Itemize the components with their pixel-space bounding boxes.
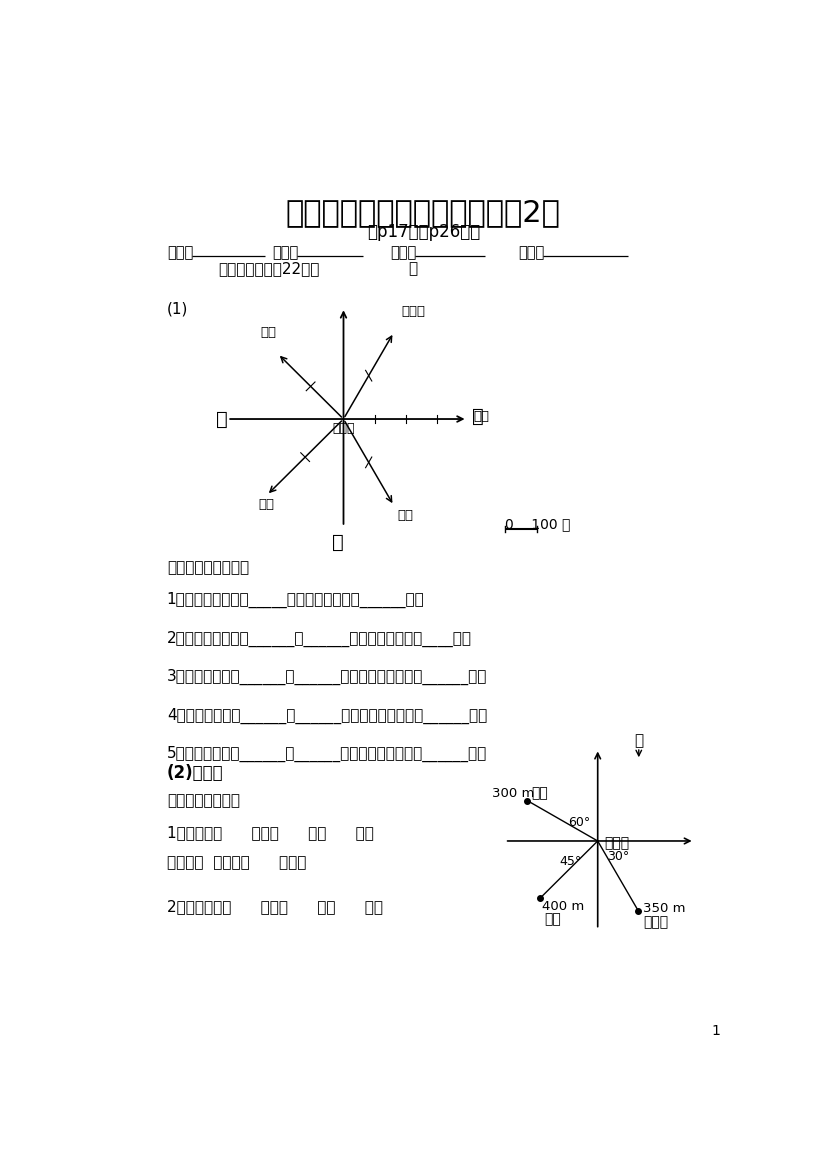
Text: 3、书店在小红家______偏______的方向上，距小红家______米。: 3、书店在小红家______偏______的方向上，距小红家______米。 — [167, 670, 487, 685]
Text: 2、动物园在（      ）偏（      ）（      ）的: 2、动物园在（ ）偏（ ）（ ）的 — [167, 899, 382, 914]
Text: 以明明家为观测点: 以明明家为观测点 — [167, 794, 240, 808]
Text: 45°: 45° — [559, 855, 582, 867]
Text: 游泳馆: 游泳馆 — [401, 305, 425, 318]
Text: 明明家: 明明家 — [604, 836, 629, 850]
Text: (2)填一填: (2)填一填 — [167, 765, 223, 782]
Text: 300 m: 300 m — [492, 787, 534, 800]
Text: (1): (1) — [167, 302, 188, 317]
Text: 四年级（下册）单元测试题（2）: 四年级（下册）单元测试题（2） — [286, 198, 561, 227]
Text: 邮局: 邮局 — [259, 498, 275, 511]
Text: 1: 1 — [711, 1024, 720, 1038]
Text: 方向上，  距离是（      ）米。: 方向上， 距离是（ ）米。 — [167, 855, 306, 870]
Text: 成绩：: 成绩： — [518, 245, 544, 260]
Text: 书店: 书店 — [260, 326, 277, 339]
Text: 西: 西 — [216, 409, 227, 429]
Text: 400 m: 400 m — [542, 900, 584, 913]
Text: （p17页－p26页）: （p17页－p26页） — [367, 223, 480, 242]
Text: 动物园: 动物园 — [643, 915, 668, 929]
Text: 小红家: 小红家 — [332, 422, 354, 435]
Text: 以小红家为观测点：: 以小红家为观测点： — [167, 560, 249, 575]
Text: 东: 东 — [472, 407, 484, 426]
Text: 商店: 商店 — [473, 410, 490, 423]
Text: 班级：: 班级： — [167, 245, 193, 260]
Text: 5、学校在小红家______偏______的方向上，距小红家______米。: 5、学校在小红家______偏______的方向上，距小红家______米。 — [167, 746, 487, 762]
Text: 60°: 60° — [568, 816, 591, 829]
Text: 2、游泳馆在小红家______偏______的方向上，距离是____米。: 2、游泳馆在小红家______偏______的方向上，距离是____米。 — [167, 631, 472, 646]
Text: 超市: 超市 — [531, 787, 548, 801]
Text: 座号：: 座号： — [273, 245, 298, 260]
Text: 北: 北 — [634, 733, 643, 748]
Text: 1、商店在小红家的_____方向上，距小红家______米。: 1、商店在小红家的_____方向上，距小红家______米。 — [167, 593, 425, 609]
Text: 北: 北 — [408, 261, 417, 276]
Text: 0    100 米: 0 100 米 — [505, 517, 570, 531]
Text: 南: 南 — [332, 533, 344, 552]
Text: 1、医院在（      ）偏（      ）（      ）的: 1、医院在（ ）偏（ ）（ ）的 — [167, 825, 373, 841]
Text: 4、邮局在小红家______偏______的方向上，距小红家______米。: 4、邮局在小红家______偏______的方向上，距小红家______米。 — [167, 707, 487, 724]
Text: 30°: 30° — [607, 850, 629, 863]
Text: 350 m: 350 m — [643, 901, 686, 915]
Text: 姓名：: 姓名： — [390, 245, 416, 260]
Text: 医院: 医院 — [544, 912, 561, 926]
Text: 一、看图填空（22分）: 一、看图填空（22分） — [218, 261, 320, 276]
Text: 学校: 学校 — [398, 509, 414, 521]
